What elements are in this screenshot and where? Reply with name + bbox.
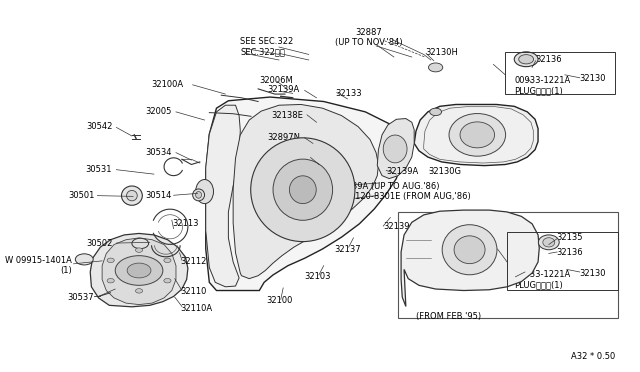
Text: W 09915-1401A
(1): W 09915-1401A (1) bbox=[6, 256, 72, 275]
Text: 32139A: 32139A bbox=[386, 167, 419, 176]
Text: 32138: 32138 bbox=[279, 154, 306, 163]
Ellipse shape bbox=[454, 236, 485, 264]
Text: 32135: 32135 bbox=[556, 233, 582, 243]
Circle shape bbox=[164, 279, 171, 283]
Ellipse shape bbox=[196, 180, 214, 203]
Text: 32133: 32133 bbox=[335, 89, 362, 98]
Polygon shape bbox=[90, 234, 188, 307]
Text: A32 * 0.50: A32 * 0.50 bbox=[572, 352, 616, 361]
Text: 30542: 30542 bbox=[86, 122, 112, 131]
Polygon shape bbox=[233, 105, 378, 279]
Ellipse shape bbox=[193, 189, 205, 201]
Text: B 08120-8301E (FROM AUG,'86)
(2): B 08120-8301E (FROM AUG,'86) (2) bbox=[335, 192, 470, 211]
Polygon shape bbox=[414, 105, 538, 166]
Text: 32103: 32103 bbox=[305, 272, 331, 281]
Text: SEE SEC.322
SEC.322参照: SEE SEC.322 SEC.322参照 bbox=[240, 37, 294, 57]
Text: 00933-1221A
PLUGプラグ(1): 00933-1221A PLUGプラグ(1) bbox=[515, 270, 570, 289]
Text: 32130H: 32130H bbox=[425, 48, 458, 57]
Ellipse shape bbox=[122, 186, 142, 205]
Circle shape bbox=[136, 248, 143, 252]
Bar bbox=[398, 212, 618, 318]
Polygon shape bbox=[205, 105, 240, 287]
Text: 32136: 32136 bbox=[535, 55, 562, 64]
Bar bbox=[507, 232, 618, 290]
Text: 32138E: 32138E bbox=[271, 111, 303, 120]
Circle shape bbox=[164, 258, 171, 263]
Text: 30502: 30502 bbox=[86, 239, 112, 248]
Ellipse shape bbox=[543, 238, 555, 247]
Text: 32897N: 32897N bbox=[267, 133, 300, 142]
Ellipse shape bbox=[460, 122, 495, 148]
Circle shape bbox=[429, 63, 443, 72]
Text: (FROM FEB.'95): (FROM FEB.'95) bbox=[416, 312, 481, 321]
Text: 32136: 32136 bbox=[556, 248, 582, 257]
Circle shape bbox=[127, 263, 151, 278]
Circle shape bbox=[136, 289, 143, 293]
Text: 32006M: 32006M bbox=[259, 76, 293, 85]
Text: 30501: 30501 bbox=[68, 191, 94, 200]
Text: 32139A (UP TO AUG.'86): 32139A (UP TO AUG.'86) bbox=[335, 182, 439, 190]
Text: 32139: 32139 bbox=[383, 222, 410, 231]
Text: 32110A: 32110A bbox=[180, 304, 213, 313]
Ellipse shape bbox=[127, 190, 137, 201]
Polygon shape bbox=[102, 238, 176, 305]
Text: 00933-1221A
PLUGプラグ(1): 00933-1221A PLUGプラグ(1) bbox=[515, 76, 570, 96]
Polygon shape bbox=[401, 210, 540, 307]
Circle shape bbox=[132, 238, 148, 248]
Text: 32100A: 32100A bbox=[152, 80, 184, 89]
Circle shape bbox=[429, 108, 442, 116]
Text: 30531: 30531 bbox=[86, 165, 112, 174]
Text: 32110: 32110 bbox=[180, 287, 207, 296]
Text: 32139A: 32139A bbox=[268, 85, 300, 94]
Text: 32130G: 32130G bbox=[428, 167, 461, 176]
Ellipse shape bbox=[273, 159, 333, 220]
Ellipse shape bbox=[515, 52, 538, 67]
Text: 32005: 32005 bbox=[145, 108, 172, 116]
Text: 30534: 30534 bbox=[145, 148, 172, 157]
Polygon shape bbox=[377, 119, 414, 179]
Circle shape bbox=[76, 254, 93, 265]
Ellipse shape bbox=[449, 113, 506, 156]
Ellipse shape bbox=[538, 235, 559, 250]
Text: 30514: 30514 bbox=[145, 191, 172, 200]
Ellipse shape bbox=[383, 135, 407, 163]
Circle shape bbox=[107, 279, 115, 283]
Circle shape bbox=[107, 258, 115, 263]
Text: 32137: 32137 bbox=[334, 244, 361, 253]
Ellipse shape bbox=[251, 138, 355, 241]
Ellipse shape bbox=[196, 192, 202, 198]
Bar bbox=[506, 52, 616, 94]
Ellipse shape bbox=[518, 55, 534, 64]
Ellipse shape bbox=[442, 225, 497, 275]
Text: 32113: 32113 bbox=[172, 219, 198, 228]
Text: 32130: 32130 bbox=[580, 269, 606, 278]
Circle shape bbox=[115, 256, 163, 285]
Text: 32130: 32130 bbox=[580, 74, 606, 83]
Text: 32112: 32112 bbox=[180, 257, 207, 266]
Text: 32100: 32100 bbox=[266, 296, 292, 305]
Ellipse shape bbox=[289, 176, 316, 203]
Text: 30537: 30537 bbox=[68, 293, 94, 302]
Polygon shape bbox=[205, 97, 403, 291]
Text: 32887
(UP TO NOV.'84): 32887 (UP TO NOV.'84) bbox=[335, 28, 402, 48]
